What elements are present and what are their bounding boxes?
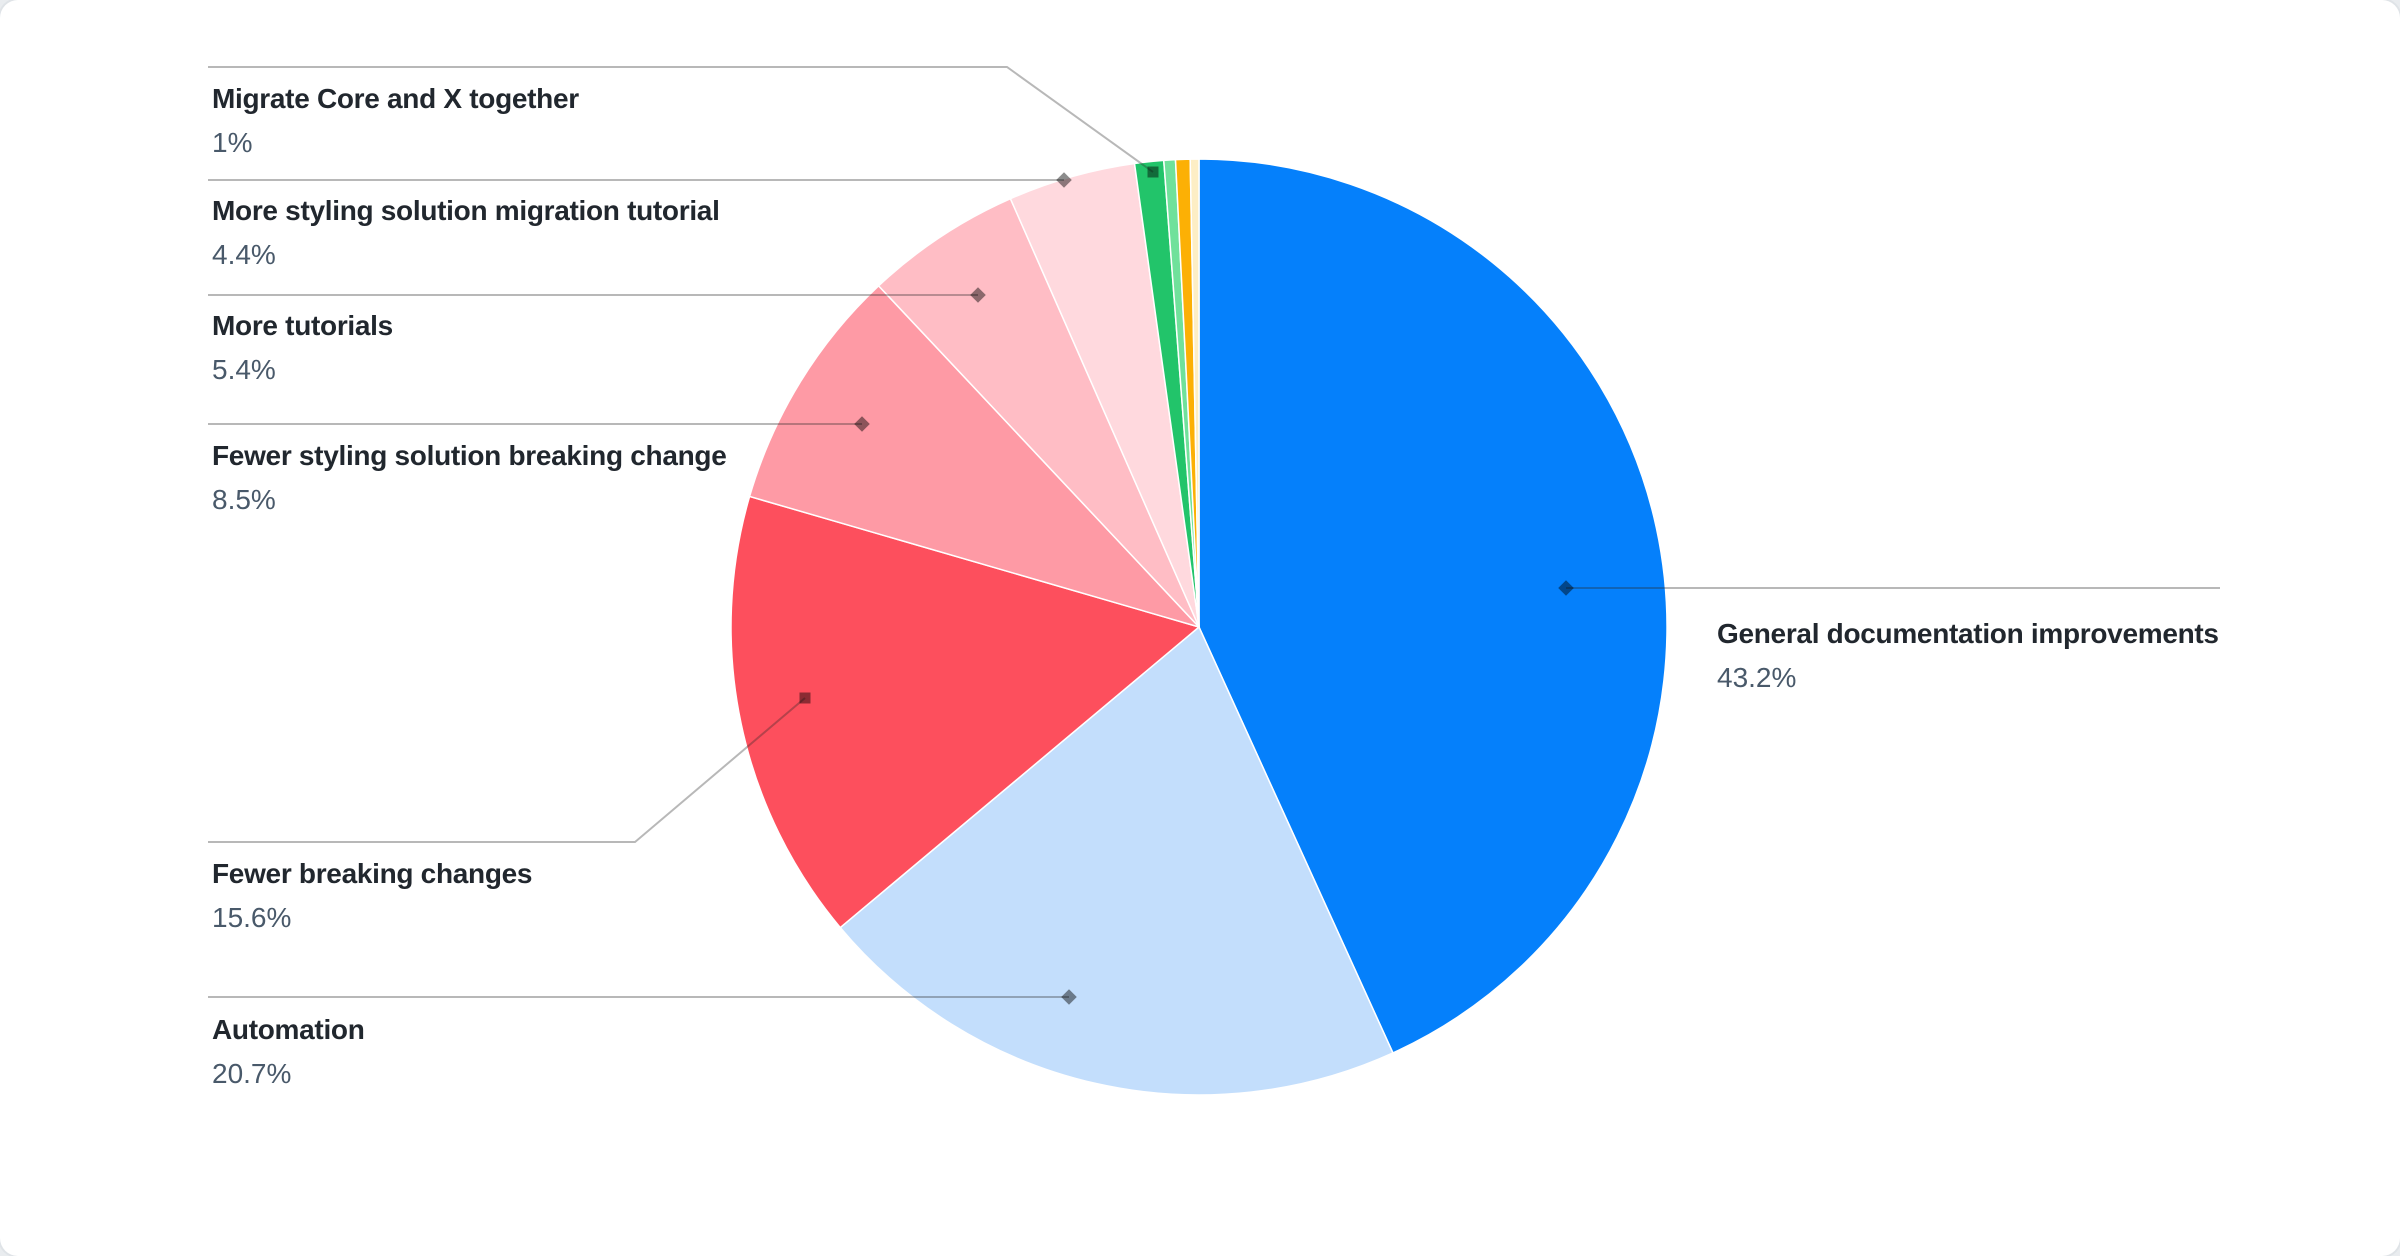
slice-percentage: 20.7%	[212, 1058, 292, 1089]
leader-marker-more-styling-solution-migration-tutorial	[1056, 172, 1072, 188]
slice-percentage: 8.5%	[212, 484, 276, 515]
callout-automation: Automation 20.7%	[212, 1016, 365, 1088]
leader-marker-migrate-core-and-x-together	[1147, 166, 1159, 178]
slice-label: More tutorials	[212, 310, 393, 341]
slice-label: General documentation improvements	[1717, 618, 2219, 649]
slice-label: Migrate Core and X together	[212, 83, 579, 114]
pie-slice-general-documentation-improvements[interactable]	[1198, 158, 1668, 1054]
leader-marker-automation	[1061, 989, 1077, 1005]
callout-general-documentation-improvements: General documentation improvements 43.2%	[1717, 620, 2219, 692]
slice-percentage: 43.2%	[1717, 662, 1797, 693]
callout-more-styling-solution-migration-tutorial: More styling solution migration tutorial…	[212, 197, 720, 269]
slice-percentage: 15.6%	[212, 902, 292, 933]
slice-percentage: 1%	[212, 127, 253, 158]
pie-slice-fewer-styling-solution-breaking-change[interactable]	[748, 285, 1200, 628]
pie-slice-unlabeled[interactable]	[1189, 158, 1200, 628]
slice-percentage: 5.4%	[212, 354, 276, 385]
callout-fewer-breaking-changes: Fewer breaking changes 15.6%	[212, 860, 532, 932]
pie-slice-automation[interactable]	[839, 626, 1394, 1096]
pie-slice-more-tutorials[interactable]	[877, 197, 1200, 628]
leader-marker-general-documentation-improvements	[1558, 580, 1574, 596]
callout-migrate-core-and-x-together: Migrate Core and X together 1%	[212, 85, 579, 157]
slice-label: Fewer breaking changes	[212, 858, 533, 889]
slice-label: More styling solution migration tutorial	[212, 195, 720, 226]
callout-more-tutorials: More tutorials 5.4%	[212, 312, 393, 384]
slice-percentage: 4.4%	[212, 239, 276, 270]
leader-line-fewer-breaking-changes	[208, 697, 806, 843]
pie-slice-fewer-breaking-changes[interactable]	[730, 495, 1200, 929]
leader-marker-fewer-breaking-changes	[799, 692, 811, 704]
leader-line-migrate-core-and-x-together	[208, 66, 1154, 173]
slice-label: Fewer styling solution breaking change	[212, 440, 727, 471]
slice-label: Automation	[212, 1014, 365, 1045]
callout-fewer-styling-solution-breaking-change: Fewer styling solution breaking change 8…	[212, 440, 727, 515]
